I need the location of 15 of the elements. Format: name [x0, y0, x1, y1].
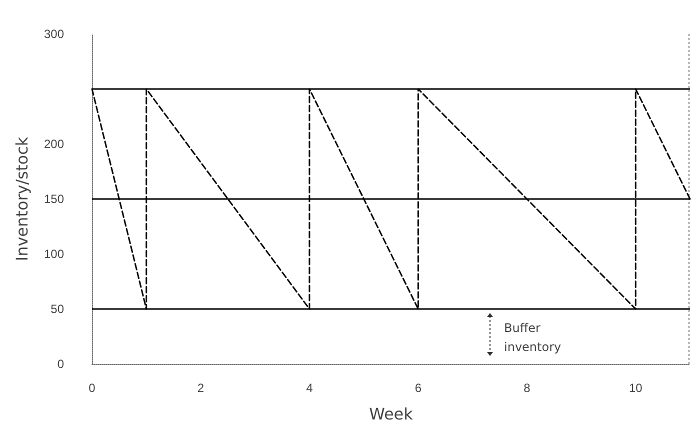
annotation: Buffer inventory [504, 320, 562, 356]
y-axis-title: Inventory/stock [12, 136, 32, 262]
x-tick-label: 10 [628, 381, 643, 395]
y-tick-label: 100 [44, 247, 64, 261]
y-tick-label: 200 [44, 137, 64, 151]
x-tick-label: 2 [197, 381, 204, 395]
y-tick-label: 300 [44, 27, 64, 41]
y-tick-label: 0 [57, 357, 64, 371]
x-tick-label: 0 [88, 381, 96, 395]
y-tick-label: 50 [50, 302, 64, 316]
x-tick-label: 6 [414, 381, 422, 395]
x-tick-label: 4 [306, 381, 314, 395]
x-axis-title: Week [369, 404, 414, 424]
y-tick-label: 150 [44, 192, 64, 206]
x-tick-label: 8 [524, 381, 531, 395]
